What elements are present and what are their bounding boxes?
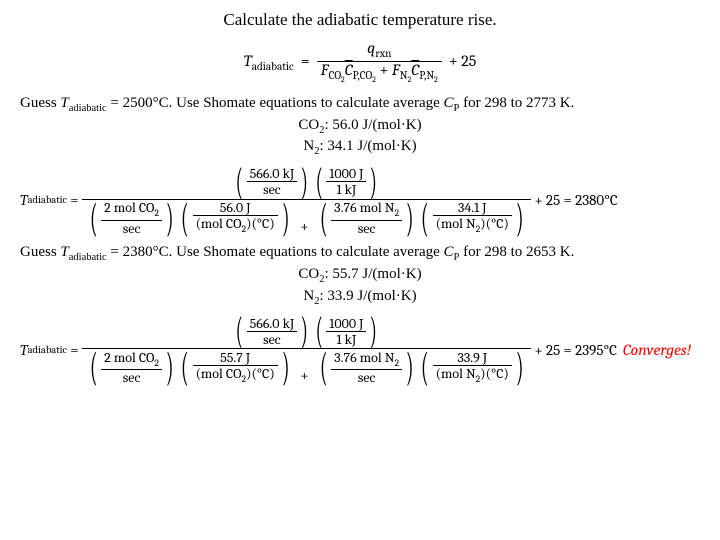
guess-2-cp-values: CO2: 55.7 J/(mol·K) N2: 33.9 J/(mol·K)	[20, 265, 700, 308]
guess-2-line: Guess Tadiabatic = 2380°C. Use Shomate e…	[20, 244, 700, 263]
calc-2-equation: Tadiabatic = (566.0 kJsec)(1000 J1 kJ) (…	[20, 314, 700, 385]
converges-label: Converges!	[623, 341, 691, 359]
page-title: Calculate the adiabatic temperature rise…	[20, 10, 700, 30]
calc-1-equation: Tadiabatic = (566.0 kJsec)(1000 J1 kJ) (…	[20, 165, 700, 236]
main-equation: Tadiabatic = qrxn FCO2CP,CO2 + FN2CP,N2 …	[20, 40, 700, 85]
guess-1-line: Guess Tadiabatic = 2500°C. Use Shomate e…	[20, 95, 700, 114]
guess-1-cp-values: CO2: 56.0 J/(mol·K) N2: 34.1 J/(mol·K)	[20, 116, 700, 159]
